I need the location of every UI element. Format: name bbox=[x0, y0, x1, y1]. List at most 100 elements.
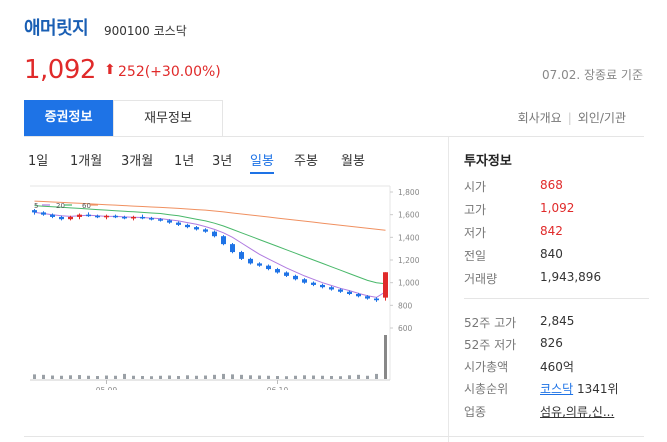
info-label: 52주 고가 bbox=[464, 316, 517, 330]
foreign-institution-link[interactable]: 외인/기관 bbox=[577, 111, 626, 125]
volume-bar bbox=[384, 335, 387, 379]
info-label: 시가 bbox=[464, 180, 487, 194]
volume-bar bbox=[366, 375, 369, 379]
volume-bar bbox=[258, 375, 261, 379]
info-value: 1,943,896 bbox=[540, 270, 602, 284]
candle-body bbox=[140, 216, 145, 219]
info-value: 826 bbox=[540, 336, 563, 350]
volume-bar bbox=[312, 375, 315, 379]
volume-bar bbox=[321, 375, 324, 379]
candle-body bbox=[383, 272, 388, 298]
candle-body bbox=[113, 215, 118, 218]
period-weekly[interactable]: 주봉 bbox=[294, 154, 318, 169]
info-label: 고가 bbox=[464, 203, 487, 217]
period-1y[interactable]: 1년 bbox=[174, 154, 195, 169]
volume-bar bbox=[222, 373, 225, 379]
y-tick-label: 1,800 bbox=[398, 188, 420, 197]
candle-body bbox=[329, 287, 334, 290]
period-1d[interactable]: 1일 bbox=[28, 154, 49, 169]
y-tick-label: 600 bbox=[398, 324, 413, 333]
legend-label: 5 bbox=[34, 202, 38, 210]
candle-body bbox=[347, 291, 352, 294]
period-monthly[interactable]: 월봉 bbox=[341, 154, 365, 169]
candle-body bbox=[77, 214, 82, 217]
volume-bar bbox=[339, 376, 342, 379]
candle-body bbox=[167, 220, 172, 223]
candle-body bbox=[149, 218, 154, 220]
candle-body bbox=[230, 244, 235, 253]
candle-body bbox=[185, 224, 190, 228]
info-value: 868 bbox=[540, 178, 563, 192]
info-value: 460억 bbox=[540, 360, 574, 374]
volume-bar bbox=[42, 374, 45, 379]
candle-body bbox=[374, 298, 379, 301]
candle-body bbox=[302, 279, 307, 283]
info-label: 전일 bbox=[464, 249, 487, 263]
volume-bar bbox=[231, 374, 234, 379]
candle-body bbox=[203, 229, 208, 232]
candle-body bbox=[41, 212, 46, 215]
period-3m[interactable]: 3개월 bbox=[121, 154, 154, 169]
y-tick-label: 1,400 bbox=[398, 233, 420, 242]
volume-bar bbox=[87, 375, 90, 379]
tab-financial-info[interactable]: 재무정보 bbox=[113, 100, 223, 136]
panel-divider bbox=[448, 137, 449, 442]
candle-body bbox=[176, 222, 181, 225]
volume-bar bbox=[96, 375, 99, 379]
volume-bar bbox=[159, 375, 162, 379]
x-tick-label: 05.09 bbox=[96, 386, 118, 390]
stock-name[interactable]: 애머릿지 bbox=[24, 18, 89, 39]
y-tick-label: 1,000 bbox=[398, 279, 420, 288]
candle-body bbox=[50, 214, 55, 217]
period-daily[interactable]: 일봉 bbox=[250, 150, 274, 174]
info-label: 시가총액 bbox=[464, 360, 509, 374]
legend-label: 60 bbox=[82, 202, 91, 210]
volume-bar bbox=[141, 375, 144, 379]
candle-body bbox=[293, 275, 298, 280]
info-label: 시총순위 bbox=[464, 382, 509, 396]
price-change: 252(+30.00%) bbox=[118, 64, 221, 80]
market-link[interactable]: 코스닥 bbox=[540, 382, 574, 396]
volume-bar bbox=[123, 373, 126, 379]
period-3y[interactable]: 3년 bbox=[212, 154, 233, 169]
volume-bar bbox=[204, 375, 207, 379]
volume-bar bbox=[150, 376, 153, 379]
info-value: 2,845 bbox=[540, 314, 575, 328]
up-arrow-icon: ⬆ bbox=[104, 62, 116, 78]
legend-label: 20 bbox=[56, 202, 65, 210]
volume-bar bbox=[60, 375, 63, 379]
divider: | bbox=[567, 111, 572, 125]
price-chart[interactable]: 1,800 1,600 1,400 1,200 1,000 800 600 05.09 06.1… bbox=[24, 180, 436, 390]
volume-bar bbox=[105, 375, 108, 379]
candle-body bbox=[365, 296, 370, 299]
candle-body bbox=[212, 231, 217, 237]
volume-bar bbox=[186, 375, 189, 379]
ma-line-60 bbox=[34, 200, 386, 231]
volume-bar bbox=[249, 375, 252, 379]
info-value: 840 bbox=[540, 247, 563, 261]
company-overview-link[interactable]: 회사개요 bbox=[517, 111, 562, 125]
info-label: 거래량 bbox=[464, 272, 498, 286]
volume-bar bbox=[357, 374, 360, 379]
volume-bar bbox=[285, 376, 288, 379]
volume-bar bbox=[348, 375, 351, 379]
candle-body bbox=[356, 294, 361, 297]
y-tick-label: 800 bbox=[398, 301, 413, 310]
period-1m[interactable]: 1개월 bbox=[70, 154, 103, 169]
candle-body bbox=[104, 215, 109, 218]
volume-bar bbox=[276, 375, 279, 379]
volume-bar bbox=[303, 375, 306, 379]
tab-securities-info[interactable]: 증권정보 bbox=[24, 100, 113, 136]
volume-bar bbox=[240, 374, 243, 379]
volume-bar bbox=[375, 373, 378, 379]
candle-body bbox=[338, 289, 343, 292]
y-tick-label: 1,600 bbox=[398, 211, 420, 220]
candle-body bbox=[68, 216, 73, 220]
volume-bar bbox=[330, 375, 333, 379]
candle-body bbox=[122, 216, 127, 219]
candle-body bbox=[194, 227, 199, 230]
candle-body bbox=[158, 219, 163, 221]
sector-link[interactable]: 섬유,의류,신... bbox=[540, 405, 615, 419]
info-value: 1,092 bbox=[540, 201, 575, 215]
y-tick-label: 1,200 bbox=[398, 256, 420, 265]
